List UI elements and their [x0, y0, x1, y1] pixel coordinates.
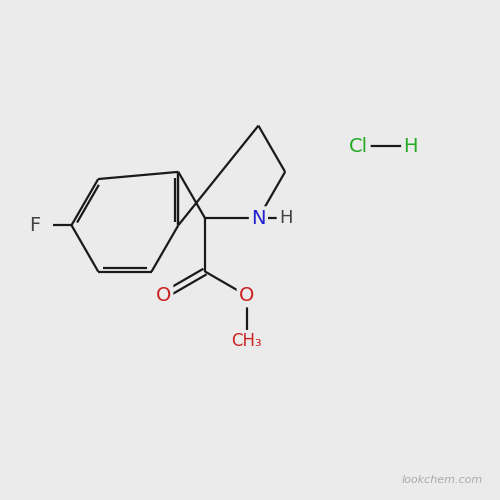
Text: H: H — [279, 209, 292, 227]
Text: O: O — [239, 286, 254, 305]
Text: CH₃: CH₃ — [232, 332, 262, 350]
Text: Cl: Cl — [349, 136, 368, 156]
Text: N: N — [251, 208, 266, 228]
Text: H: H — [404, 136, 418, 156]
Text: lookchem.com: lookchem.com — [401, 475, 482, 485]
Text: O: O — [156, 286, 171, 305]
Text: F: F — [29, 216, 40, 235]
